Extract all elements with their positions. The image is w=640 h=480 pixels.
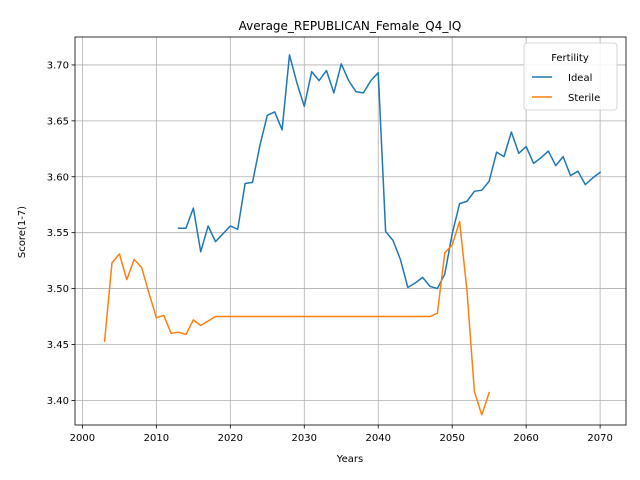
x-tick-label: 2070	[587, 433, 612, 444]
axis-ticks: 2000 2010 2020 2030 2040 2050 2060 2070 3.40 3.45…	[47, 60, 613, 444]
series-line-sterile	[103, 220, 491, 416]
x-tick-label: 2040	[366, 433, 391, 444]
plot-frame	[74, 36, 627, 426]
legend: Fertility Ideal Sterile	[523, 42, 618, 111]
y-tick-label: 3.70	[47, 60, 69, 71]
y-axis-label: Score(1-7)	[17, 206, 28, 258]
y-tick-label: 3.40	[47, 396, 69, 407]
y-tick-label: 3.65	[47, 116, 69, 127]
x-tick-label: 2050	[439, 433, 464, 444]
x-tick-label: 2060	[513, 433, 538, 444]
legend-title: Fertility	[551, 53, 589, 64]
x-tick-label: 2030	[292, 433, 317, 444]
y-tick-label: 3.50	[47, 284, 69, 295]
legend-box	[523, 42, 618, 111]
x-axis-label: Years	[336, 454, 363, 465]
y-tick-label: 3.45	[47, 340, 69, 351]
series-lines	[103, 54, 602, 416]
x-tick-label: 2020	[218, 433, 243, 444]
legend-label-ideal: Ideal	[568, 73, 592, 84]
y-tick-label: 3.55	[47, 228, 69, 239]
chart-title: Average_REPUBLICAN_Female_Q4_IQ	[239, 19, 462, 33]
y-tick-label: 3.60	[47, 172, 69, 183]
series-line-ideal	[177, 54, 602, 290]
x-tick-label: 2010	[144, 433, 169, 444]
legend-label-sterile: Sterile	[568, 93, 600, 104]
x-tick-label: 2000	[70, 433, 95, 444]
